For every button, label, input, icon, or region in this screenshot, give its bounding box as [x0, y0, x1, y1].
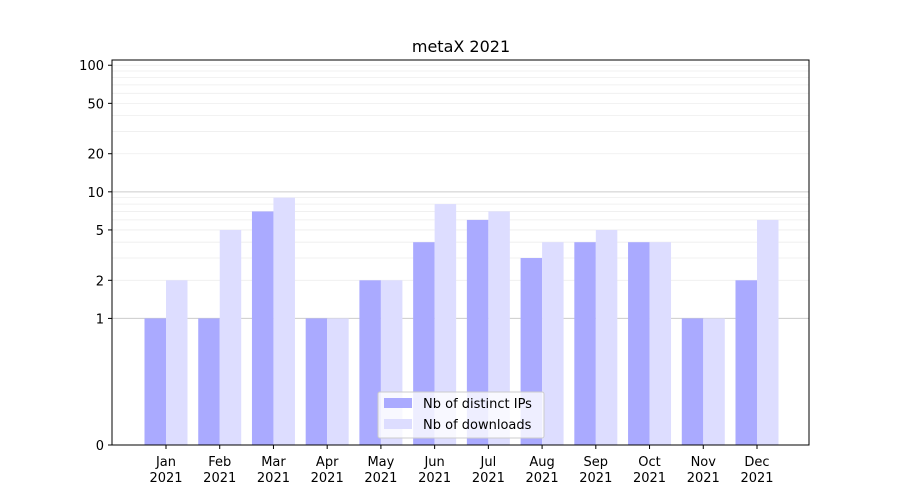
bar-distinct-ips: [681, 318, 704, 445]
bar-downloads: [757, 219, 779, 445]
x-tick-label-month: Apr: [316, 455, 339, 470]
bar-distinct-ips: [198, 318, 220, 445]
bar-downloads: [595, 229, 618, 445]
bar-downloads: [488, 211, 510, 445]
legend-label-downloads: Nb of downloads: [423, 418, 532, 433]
y-tick-label: 0: [96, 439, 104, 454]
x-tick-label-year: 2021: [687, 471, 720, 486]
bars: [144, 197, 779, 445]
x-tick-label-year: 2021: [472, 471, 505, 486]
x-tick-label-year: 2021: [633, 471, 666, 486]
bar-downloads: [703, 318, 725, 445]
y-tick-label: 10: [87, 186, 104, 201]
x-tick-label-month: Jul: [480, 455, 497, 470]
y-tick-label: 1: [96, 312, 104, 327]
bar-distinct-ips: [628, 242, 650, 445]
x-tick-label-month: Feb: [208, 455, 231, 470]
x-tick-label-year: 2021: [418, 471, 451, 486]
bar-downloads: [327, 318, 349, 445]
legend-swatch-ips: [384, 398, 412, 408]
bar-downloads: [273, 197, 295, 445]
x-tick-label-month: Sep: [584, 455, 609, 470]
chart-title: metaX 2021: [412, 37, 510, 56]
x-tick-label-year: 2021: [364, 471, 397, 486]
x-tick-label-year: 2021: [579, 471, 612, 486]
y-axis: 0 1 2 5 10 20 50 100: [79, 59, 112, 454]
x-tick-label-month: Oct: [638, 455, 660, 470]
plot-frame: [111, 59, 810, 446]
y-tick-label: 5: [96, 224, 104, 239]
x-tick-label-month: Jun: [423, 455, 444, 470]
bar-downloads: [649, 242, 672, 445]
x-tick-label-month: May: [367, 455, 394, 470]
bar-downloads: [434, 204, 457, 445]
bar-distinct-ips: [466, 219, 489, 445]
bar-distinct-ips: [735, 280, 757, 445]
x-tick-label-month: Mar: [261, 455, 286, 470]
legend-label-ips: Nb of distinct IPs: [423, 397, 532, 412]
y-tick-label: 50: [87, 97, 104, 112]
bar-distinct-ips: [359, 280, 381, 445]
bar-distinct-ips: [574, 242, 596, 445]
bar-distinct-ips: [251, 211, 274, 445]
x-tick-label-month: Dec: [744, 455, 769, 470]
bar-downloads: [166, 280, 188, 445]
bar-distinct-ips: [305, 318, 328, 445]
bar-downloads: [219, 229, 242, 445]
x-tick-label-year: 2021: [149, 471, 182, 486]
grid-lines: [112, 64, 809, 319]
x-tick-label-year: 2021: [311, 471, 344, 486]
legend: Nb of distinct IPs Nb of downloads: [377, 391, 545, 439]
bar-downloads: [542, 242, 564, 445]
y-tick-label: 100: [79, 59, 104, 74]
y-tick-label: 20: [87, 148, 104, 163]
x-tick-label-month: Aug: [529, 455, 554, 470]
x-tick-label-year: 2021: [203, 471, 236, 486]
x-axis: Jan2021Feb2021Mar2021Apr2021May2021Jun20…: [149, 445, 774, 486]
x-tick-label-month: Nov: [691, 455, 717, 470]
x-tick-label-year: 2021: [740, 471, 773, 486]
x-tick-label-month: Jan: [155, 455, 176, 470]
legend-box: [377, 391, 545, 439]
legend-swatch-downloads: [384, 419, 412, 429]
y-tick-label: 2: [96, 274, 104, 289]
x-tick-label-year: 2021: [257, 471, 290, 486]
x-tick-label-year: 2021: [526, 471, 559, 486]
bar-distinct-ips: [144, 318, 166, 445]
